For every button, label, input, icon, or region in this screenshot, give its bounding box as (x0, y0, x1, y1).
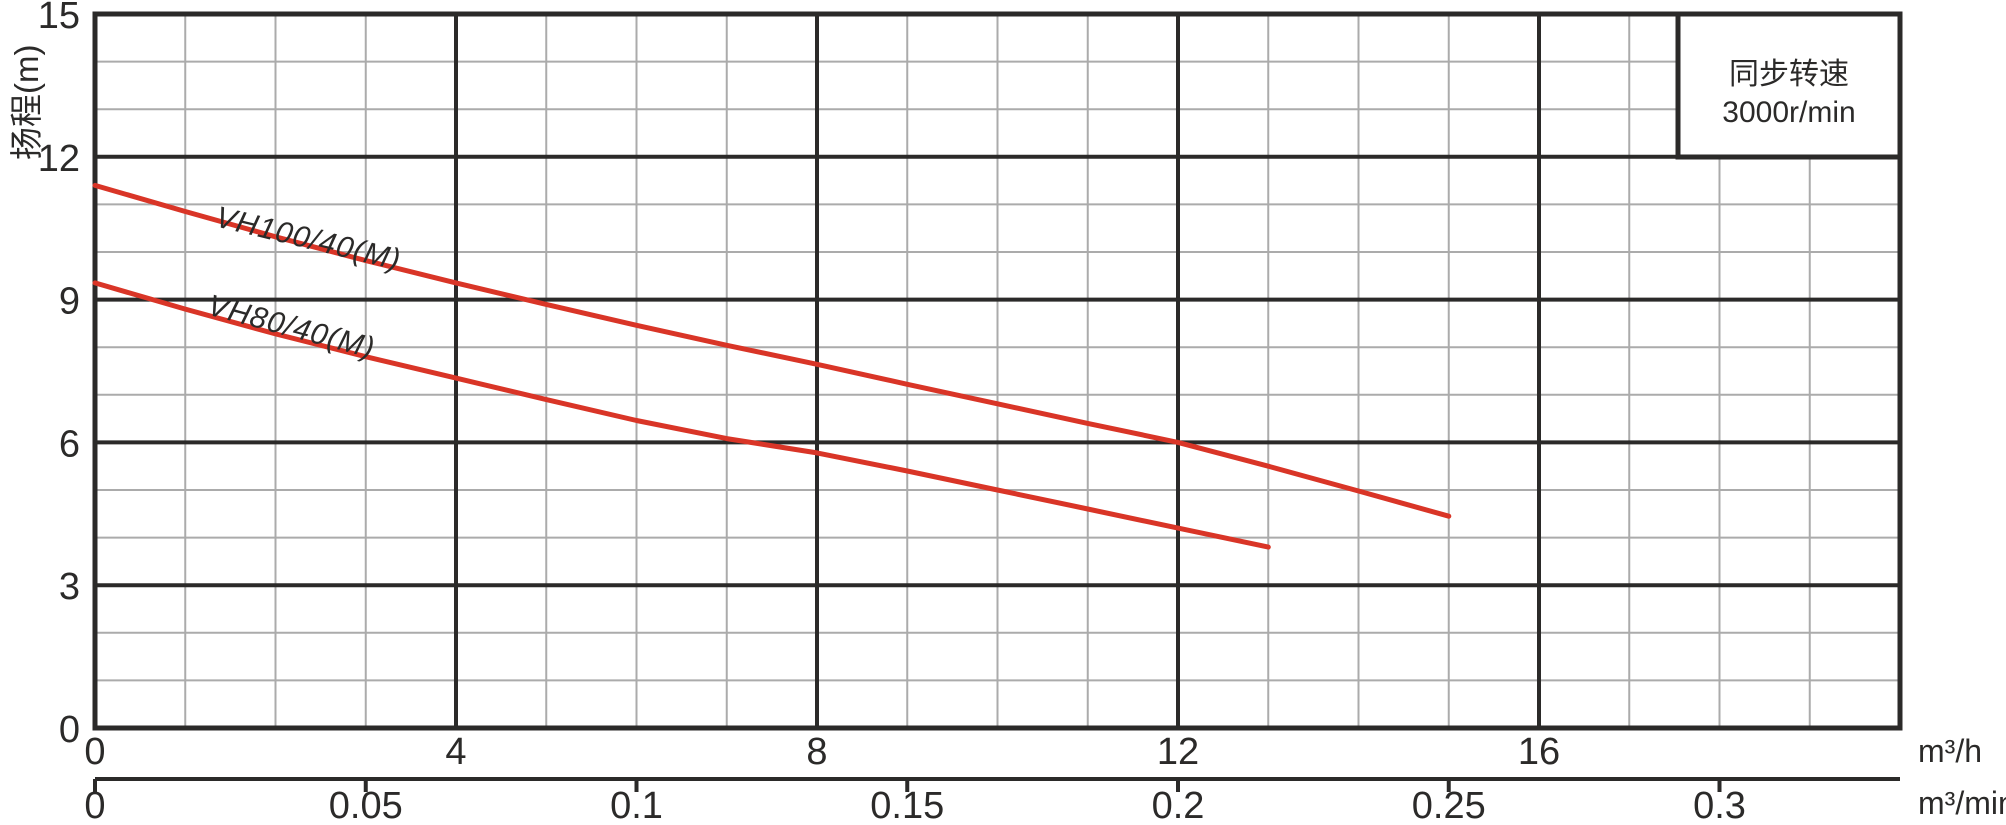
x2-tick-label: 0.2 (1152, 785, 1205, 825)
y-tick-label: 3 (59, 566, 80, 608)
x-tick-label: 16 (1518, 731, 1560, 773)
tick-labels: 0 3 6 9 12 15 0 4 8 12 16 0 0.05 0.1 0.15 0.2 0.25 0.3 (38, 0, 1746, 825)
y-tick-label: 12 (38, 138, 80, 180)
minor-gridlines (95, 14, 1900, 728)
x2-tick-label: 0.1 (610, 785, 663, 825)
y-tick-label: 6 (59, 423, 80, 465)
y-tick-label: 0 (59, 709, 80, 751)
plot-border-rect (92, 11, 1903, 731)
pump-curves (92, 182, 1452, 550)
major-gridlines (95, 14, 1900, 728)
y-tick-label: 15 (38, 0, 80, 37)
x-tick-label: 4 (445, 731, 466, 773)
y-axis-title: 扬程(m) (8, 45, 45, 160)
legend-sync-speed-label: 同步转速 (1729, 58, 1849, 91)
series-label-vh100-40m: VH100/40(M) (212, 201, 404, 277)
x2-tick-label: 0.3 (1693, 785, 1746, 825)
x-axis-unit-m3h: m³/h (1918, 733, 1982, 769)
x-tick-label: 0 (84, 731, 105, 773)
plot-border (92, 11, 1903, 731)
curve-vh100-40-m- (92, 182, 1452, 519)
x-axis-unit-m3min: m³/min (1918, 785, 2006, 821)
y-tick-label: 9 (59, 281, 80, 323)
secondary-axis (93, 777, 1900, 792)
curve-vh80-40-m- (92, 280, 1271, 550)
x2-tick-label: 0.15 (870, 785, 944, 825)
legend-speed-value: 3000r/min (1722, 96, 1855, 129)
x2-tick-label: 0.25 (1412, 785, 1486, 825)
x2-tick-label: 0.05 (329, 785, 403, 825)
x-tick-label: 8 (806, 731, 827, 773)
x2-tick-label: 0 (84, 785, 105, 825)
legend-box (1675, 11, 1903, 160)
x-tick-label: 12 (1157, 731, 1199, 773)
